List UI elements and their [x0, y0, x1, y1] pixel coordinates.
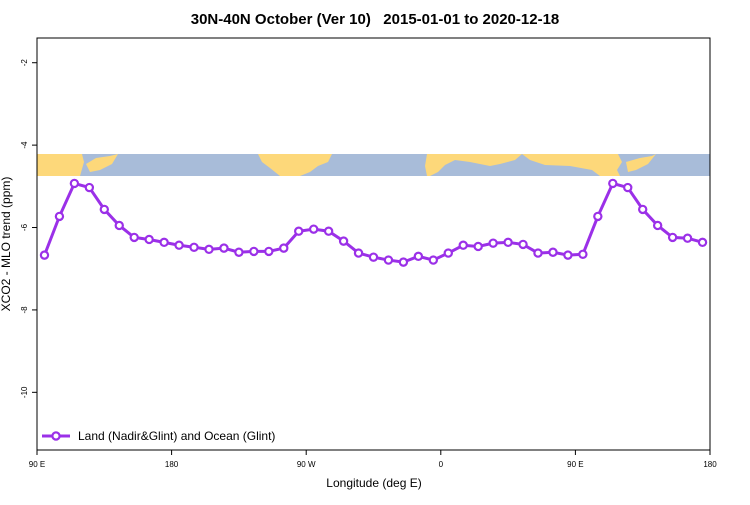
data-point	[144, 234, 154, 245]
data-point	[308, 224, 319, 234]
data-point	[279, 243, 289, 253]
data-point	[189, 242, 199, 252]
x-tick-label: 180	[165, 460, 179, 469]
data-point	[323, 226, 334, 236]
y-tick-label: -2	[20, 59, 29, 67]
data-point	[234, 247, 244, 257]
data-point	[264, 246, 274, 257]
data-point	[623, 182, 633, 193]
x-tick-label: 0	[439, 460, 444, 469]
data-point	[39, 250, 50, 260]
y-tick-label: -8	[20, 306, 29, 314]
data-point	[129, 232, 139, 243]
data-point	[294, 226, 304, 236]
chart-title: 30N-40N October (Ver 10) 2015-01-01 to 2…	[191, 11, 560, 28]
data-point	[488, 238, 498, 248]
data-point	[608, 178, 618, 189]
data-point	[473, 241, 483, 252]
x-axis-label: Longitude (deg E)	[326, 476, 421, 490]
data-point	[54, 211, 65, 222]
data-point	[69, 178, 80, 189]
data-point	[368, 252, 379, 262]
data-point	[533, 248, 543, 258]
data-point	[84, 182, 95, 193]
data-point	[458, 240, 468, 250]
data-point	[638, 204, 648, 215]
data-point	[593, 211, 603, 222]
data-point	[398, 257, 409, 267]
data-point	[578, 249, 588, 259]
data-point	[428, 255, 439, 265]
data-point	[204, 244, 214, 255]
data-point	[503, 237, 513, 248]
data-point	[697, 237, 708, 248]
y-tick-label: -6	[20, 223, 29, 231]
data-point	[159, 237, 169, 248]
x-tick-label: 90 E	[567, 460, 583, 469]
data-point	[563, 250, 573, 260]
data-point	[114, 220, 124, 231]
data-point	[338, 236, 349, 246]
data-point	[443, 248, 453, 258]
map-strip	[37, 154, 710, 176]
data-point	[548, 247, 558, 257]
x-tick-label: 180	[703, 460, 717, 469]
data-point	[652, 220, 663, 231]
data-point	[353, 248, 364, 258]
data-point	[667, 232, 678, 243]
data-point	[219, 243, 229, 253]
data-point	[518, 239, 528, 250]
data-point	[99, 204, 110, 215]
plot-frame	[36, 37, 711, 451]
y-tick-label: -4	[20, 141, 29, 149]
data-point	[682, 233, 693, 243]
y-axis-label: XCO2 - MLO trend (ppm)	[0, 177, 13, 312]
data-point	[383, 255, 394, 265]
y-tick-label: -10	[20, 386, 29, 398]
data-point	[249, 246, 259, 257]
series-line	[43, 181, 703, 264]
x-tick-label: 90 E	[29, 460, 45, 469]
legend-label: Land (Nadir&Glint) and Ocean (Glint)	[78, 429, 275, 443]
data-point	[413, 251, 424, 262]
data-point	[174, 240, 184, 250]
x-tick-label: 90 W	[297, 460, 316, 469]
legend-marker	[51, 431, 61, 441]
